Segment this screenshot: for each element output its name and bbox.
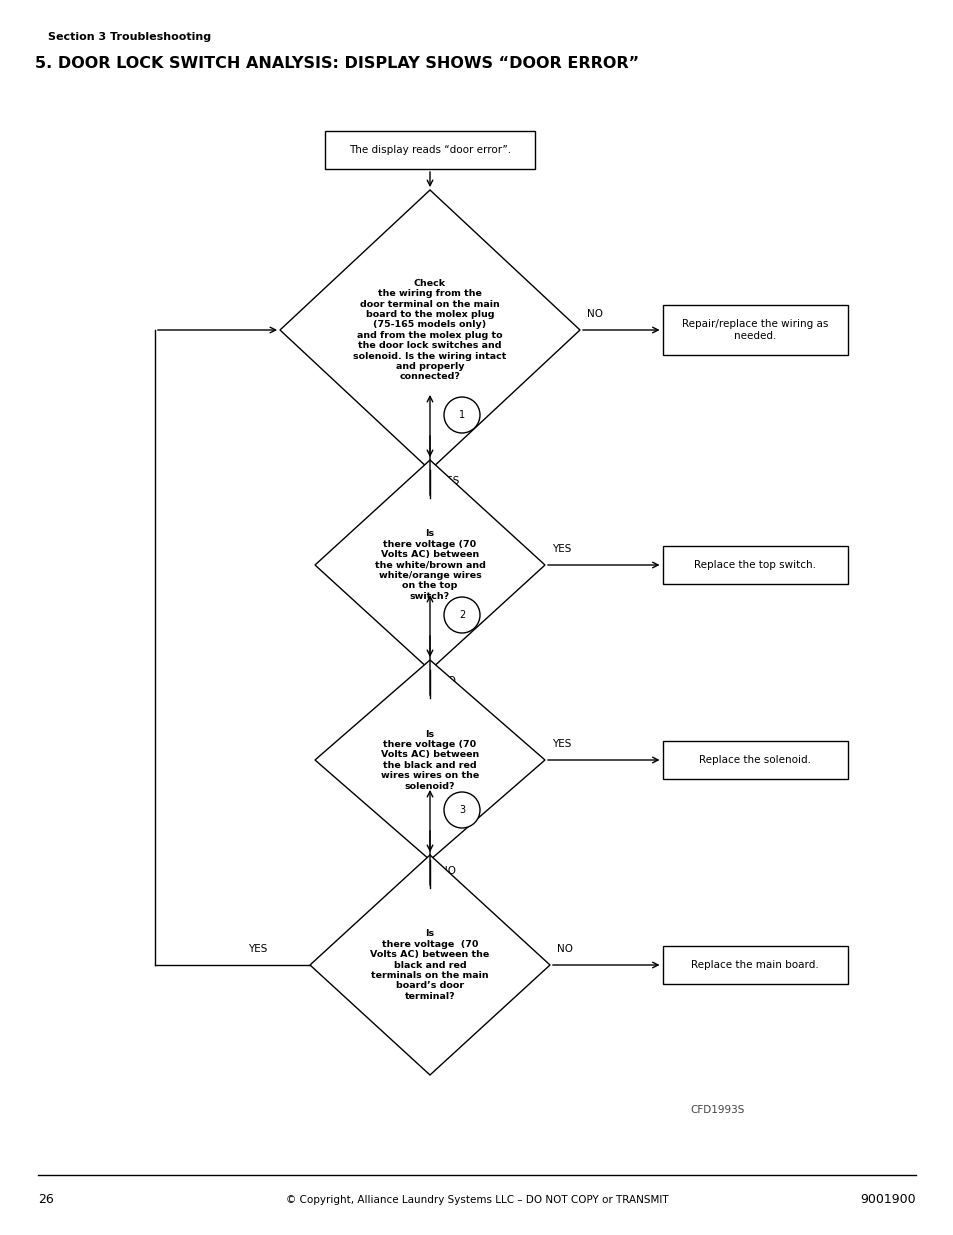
Text: 9001900: 9001900 — [860, 1193, 915, 1207]
Text: Check
the wiring from the
door terminal on the main
board to the molex plug
(75-: Check the wiring from the door terminal … — [353, 279, 506, 382]
Text: 26: 26 — [38, 1193, 53, 1207]
Text: NO: NO — [557, 944, 573, 953]
Text: YES: YES — [552, 739, 571, 748]
Text: YES: YES — [552, 543, 571, 555]
Text: YES: YES — [439, 475, 459, 487]
Text: © Copyright, Alliance Laundry Systems LLC – DO NOT COPY or TRANSMIT: © Copyright, Alliance Laundry Systems LL… — [285, 1195, 668, 1205]
Text: Replace the solenoid.: Replace the solenoid. — [699, 755, 810, 764]
Text: NO: NO — [439, 866, 456, 876]
Text: 2: 2 — [458, 610, 465, 620]
Circle shape — [443, 792, 479, 827]
Text: YES: YES — [248, 944, 267, 953]
Text: NO: NO — [439, 676, 456, 685]
Text: 5. DOOR LOCK SWITCH ANALYSIS: DISPLAY SHOWS “DOOR ERROR”: 5. DOOR LOCK SWITCH ANALYSIS: DISPLAY SH… — [35, 56, 639, 70]
Circle shape — [443, 396, 479, 433]
Text: Repair/replace the wiring as
needed.: Repair/replace the wiring as needed. — [681, 319, 827, 341]
Text: Replace the main board.: Replace the main board. — [690, 960, 818, 969]
Text: The display reads “door error”.: The display reads “door error”. — [349, 144, 511, 156]
FancyBboxPatch shape — [661, 741, 846, 779]
Polygon shape — [310, 855, 550, 1074]
Polygon shape — [314, 659, 544, 860]
FancyBboxPatch shape — [661, 305, 846, 354]
Text: Is
there voltage (70
Volts AC) between
the black and red
wires wires on the
sole: Is there voltage (70 Volts AC) between t… — [380, 730, 478, 790]
Text: Is
there voltage (70
Volts AC) between
the white/brown and
white/orange wires
on: Is there voltage (70 Volts AC) between t… — [375, 530, 485, 600]
Text: NO: NO — [586, 309, 602, 319]
Text: Section 3 Troubleshooting: Section 3 Troubleshooting — [48, 32, 211, 42]
Circle shape — [443, 597, 479, 634]
Text: CFD1993S: CFD1993S — [689, 1105, 743, 1115]
FancyBboxPatch shape — [325, 131, 535, 169]
Text: 1: 1 — [458, 410, 464, 420]
FancyBboxPatch shape — [661, 946, 846, 984]
Text: 3: 3 — [458, 805, 464, 815]
Text: Is
there voltage  (70
Volts AC) between the
black and red
terminals on the main
: Is there voltage (70 Volts AC) between t… — [370, 929, 489, 1000]
Polygon shape — [280, 190, 579, 471]
Polygon shape — [314, 459, 544, 671]
Text: Replace the top switch.: Replace the top switch. — [693, 559, 815, 571]
FancyBboxPatch shape — [661, 546, 846, 584]
